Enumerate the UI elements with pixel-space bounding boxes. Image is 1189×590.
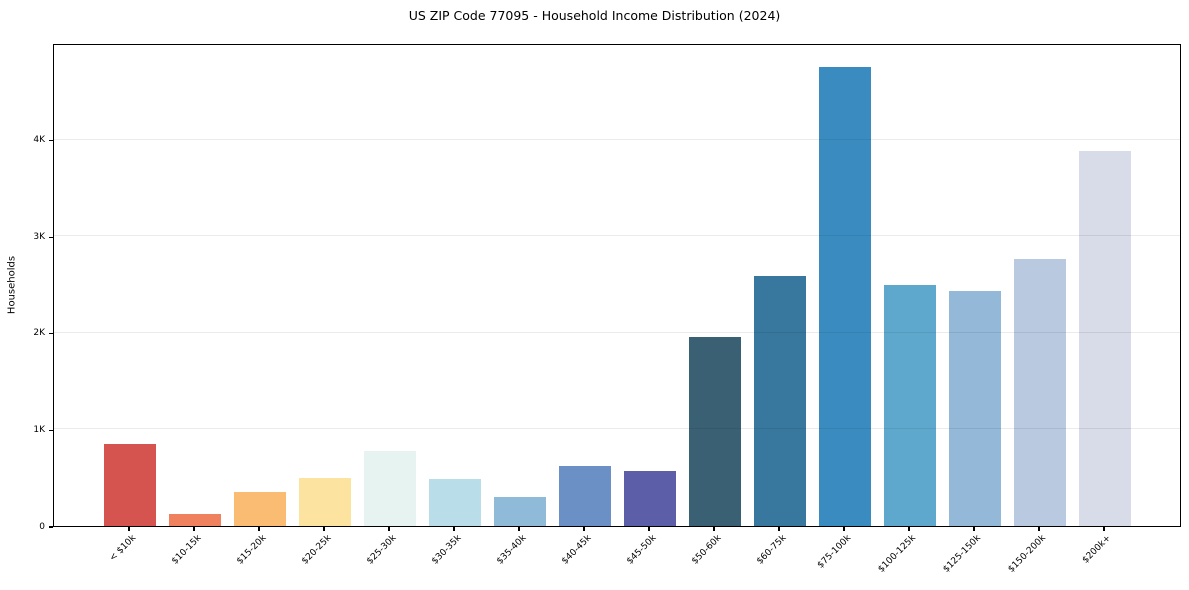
plot-area: [53, 44, 1181, 527]
bar-$100-125k: [884, 284, 936, 526]
ytick-label-0: 0: [39, 521, 45, 532]
xtick-mark-$25-30k: [388, 527, 390, 531]
xtick-label-$75-100k: $75-100k: [816, 533, 854, 571]
xtick-label-$100-125k: $100-125k: [876, 533, 919, 575]
ytick-mark-2K: [49, 333, 53, 335]
xtick-mark-$15-20k: [258, 527, 260, 531]
gridline-1000: [54, 428, 1180, 430]
xtick-mark-$10-15k: [193, 527, 195, 531]
xtick-mark-$200k+: [1103, 527, 1105, 531]
xtick-mark-$100-125k: [908, 527, 910, 531]
xtick-mark-$35-40k: [518, 527, 520, 531]
bar-$200k+: [1079, 150, 1131, 526]
xtick-label-$40-45k: $40-45k: [560, 533, 594, 567]
xtick-label-$200k+: $200k+: [1081, 533, 1114, 566]
xtick-label-$10-15k: $10-15k: [170, 533, 204, 567]
bar-$10-15k: [169, 513, 221, 526]
xtick-label-$60-75k: $60-75k: [755, 533, 789, 567]
bar-< $10k: [104, 443, 156, 526]
bar-$40-45k: [559, 466, 611, 526]
xtick-label-< $10k: < $10k: [108, 533, 139, 564]
bar-$125-150k: [949, 291, 1001, 526]
gridline-3000: [54, 235, 1180, 237]
xtick-label-$50-60k: $50-60k: [690, 533, 724, 567]
ytick-label-3K: 3K: [33, 231, 45, 242]
xtick-mark-$50-60k: [713, 527, 715, 531]
bar-$60-75k: [754, 275, 806, 526]
gridline-4000: [54, 138, 1180, 140]
bar-$75-100k: [819, 67, 871, 526]
gridline-2000: [54, 331, 1180, 333]
bar-$30-35k: [429, 478, 481, 526]
ytick-mark-3K: [49, 236, 53, 238]
bar-$150-200k: [1014, 258, 1066, 526]
xtick-mark-$45-50k: [648, 527, 650, 531]
xtick-mark-$20-25k: [323, 527, 325, 531]
xtick-mark-$125-150k: [973, 527, 975, 531]
y-axis-label: Households: [6, 255, 18, 315]
ytick-mark-4K: [49, 140, 53, 142]
xtick-mark-$75-100k: [843, 527, 845, 531]
xtick-label-$25-30k: $25-30k: [365, 533, 399, 567]
bar-$45-50k: [624, 470, 676, 526]
ytick-label-4K: 4K: [33, 135, 45, 146]
xtick-label-$30-35k: $30-35k: [430, 533, 464, 567]
ytick-mark-0: [49, 526, 53, 528]
bar-$35-40k: [494, 497, 546, 526]
xtick-label-$45-50k: $45-50k: [625, 533, 659, 567]
xtick-label-$20-25k: $20-25k: [300, 533, 334, 567]
bar-$25-30k: [364, 451, 416, 526]
bar-$15-20k: [234, 491, 286, 526]
xtick-label-$150-200k: $150-200k: [1006, 533, 1049, 575]
bar-$20-25k: [299, 478, 351, 526]
xtick-mark-$150-200k: [1038, 527, 1040, 531]
ytick-label-2K: 2K: [33, 328, 45, 339]
xtick-label-$35-40k: $35-40k: [495, 533, 529, 567]
xtick-mark-$30-35k: [453, 527, 455, 531]
xtick-label-$15-20k: $15-20k: [235, 533, 269, 567]
xtick-mark-$60-75k: [778, 527, 780, 531]
chart-title: US ZIP Code 77095 - Household Income Dis…: [408, 8, 781, 23]
ytick-mark-1K: [49, 429, 53, 431]
xtick-mark-< $10k: [128, 527, 130, 531]
xtick-label-$125-150k: $125-150k: [941, 533, 984, 575]
xtick-mark-$40-45k: [583, 527, 585, 531]
bar-$50-60k: [689, 336, 741, 526]
ytick-label-1K: 1K: [33, 424, 45, 435]
